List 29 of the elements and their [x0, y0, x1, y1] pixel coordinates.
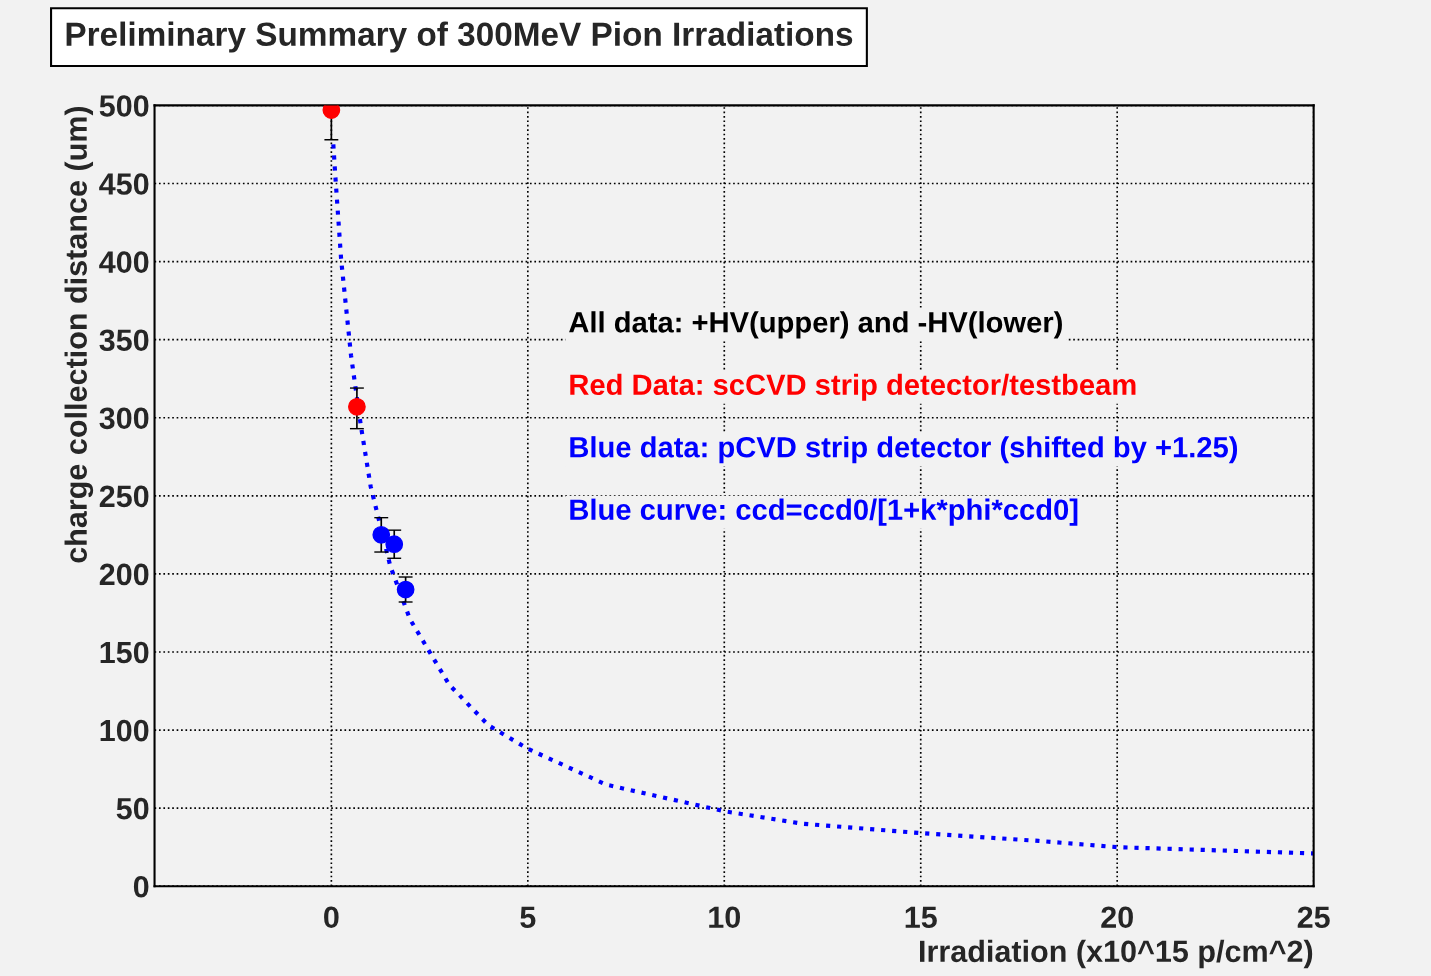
y-tick-label: 450	[99, 173, 149, 195]
y-tick-label: 350	[99, 329, 149, 352]
chart-title: Preliminary Summary of 300MeV Pion Irradiations	[66, 21, 853, 53]
x-tick-label: 10	[709, 906, 741, 929]
y-tick-label: 0	[133, 875, 149, 898]
annotation: All data: +HV(upper) and -HV(lower)	[569, 311, 1062, 339]
y-tick-label: 100	[100, 719, 149, 742]
annotation: Red Data: scCVD strip detector/testbeam	[570, 373, 1136, 401]
y-axis-title: charge collection distance (um)	[64, 106, 94, 563]
annotation: Blue curve: ccd=ccd0/[1+k*phi*ccd0]	[570, 498, 1078, 526]
y-tick-label: 150	[100, 641, 149, 664]
x-tick-label: 25	[1297, 906, 1330, 929]
line-series	[331, 142, 1314, 856]
y-tick-label: 400	[99, 251, 149, 273]
y-tick-label: 500	[99, 95, 149, 117]
y-tick-label: 250	[99, 485, 149, 508]
x-tick-label: 20	[1101, 906, 1133, 929]
point	[385, 535, 404, 554]
y-tick-label: 300	[99, 407, 149, 430]
point	[396, 580, 415, 599]
annotation: Blue data: pCVD strip detector (shifted by +1.25)	[570, 436, 1238, 464]
point	[348, 397, 366, 416]
x-tick-label: 15	[905, 906, 937, 929]
y-tick-label: 200	[99, 563, 149, 586]
x-tick-label: 5	[520, 906, 536, 929]
y-tick-label: 50	[116, 797, 149, 820]
x-tick-label: 0	[324, 906, 339, 929]
x-axis-title: Irradiation (x10^15 p/cm^2)	[920, 939, 1313, 969]
point	[372, 525, 391, 544]
